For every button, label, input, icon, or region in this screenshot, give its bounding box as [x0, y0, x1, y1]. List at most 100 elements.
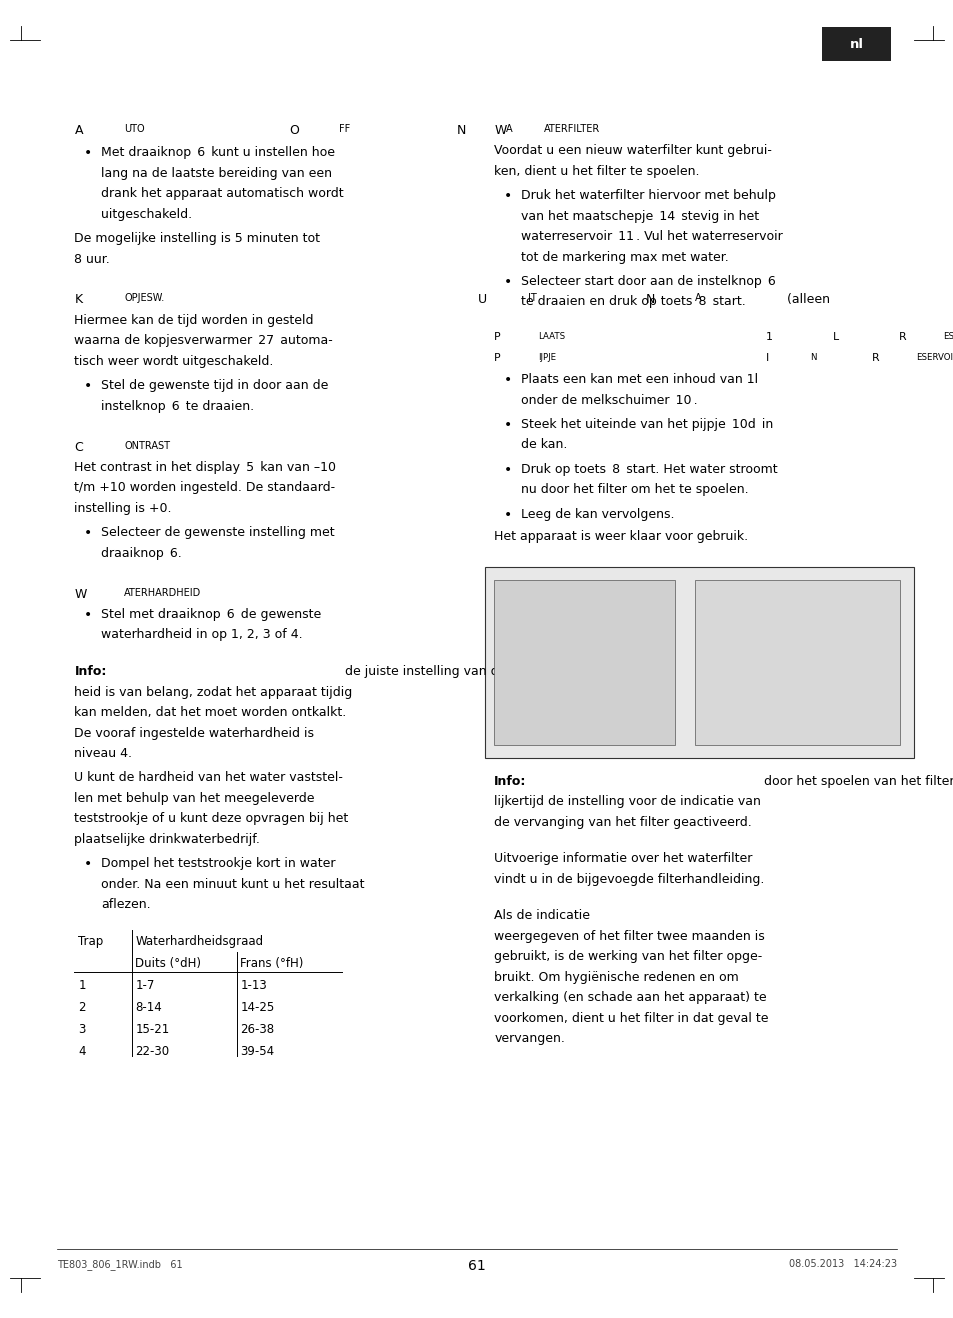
Text: ATERFILTER: ATERFILTER: [543, 124, 599, 134]
Text: onder de melkschuimer  10 .: onder de melkschuimer 10 .: [520, 394, 697, 406]
Text: vindt u in de bijgevoegde filterhandleiding.: vindt u in de bijgevoegde filterhandleid…: [494, 873, 763, 886]
Text: Steek het uiteinde van het pijpje  10d  in: Steek het uiteinde van het pijpje 10d in: [520, 418, 772, 431]
Text: A: A: [74, 124, 83, 137]
Text: len met behulp van het meegeleverde: len met behulp van het meegeleverde: [74, 792, 314, 805]
FancyBboxPatch shape: [494, 580, 675, 745]
Text: nl: nl: [849, 38, 862, 50]
FancyBboxPatch shape: [484, 567, 913, 758]
Text: U: U: [477, 294, 487, 307]
Text: plaatselijke drinkwaterbedrijf.: plaatselijke drinkwaterbedrijf.: [74, 833, 260, 846]
Text: te draaien en druk op toets  8  ​start​.: te draaien en druk op toets 8 ​start​.: [520, 295, 745, 308]
Text: niveau 4.: niveau 4.: [74, 747, 132, 760]
Text: aflezen.: aflezen.: [101, 898, 151, 911]
Text: vervangen.: vervangen.: [494, 1032, 564, 1045]
Text: 2: 2: [78, 1002, 86, 1014]
Text: de juiste instelling van de waterhard-: de juiste instelling van de waterhard-: [340, 666, 578, 679]
Text: I: I: [765, 353, 769, 362]
Text: 22-30: 22-30: [135, 1045, 170, 1058]
Text: draaiknop  6.: draaiknop 6.: [101, 547, 182, 560]
Text: P: P: [494, 332, 500, 343]
Text: 08.05.2013   14:24:23: 08.05.2013 14:24:23: [788, 1260, 896, 1269]
Text: (alleen: (alleen: [781, 294, 833, 307]
Text: de vervanging van het filter geactiveerd.: de vervanging van het filter geactiveerd…: [494, 816, 751, 829]
Text: A: A: [506, 124, 513, 134]
Text: •: •: [503, 507, 512, 522]
Text: onder. Na een minuut kunt u het resultaat: onder. Na een minuut kunt u het resultaa…: [101, 878, 364, 891]
Text: N: N: [644, 294, 654, 307]
Text: Selecteer de gewenste instelling met: Selecteer de gewenste instelling met: [101, 526, 335, 539]
Text: voorkomen, dient u het filter in dat geval te: voorkomen, dient u het filter in dat gev…: [494, 1012, 768, 1024]
Text: ESERVOIR: ESERVOIR: [915, 353, 953, 361]
Text: Selecteer start door aan de instelknop  6: Selecteer start door aan de instelknop 6: [520, 275, 777, 289]
Text: Voordat u een nieuw waterfilter kunt gebrui-: Voordat u een nieuw waterfilter kunt geb…: [494, 144, 771, 157]
Text: weergegeven of het filter twee maanden is: weergegeven of het filter twee maanden i…: [494, 931, 764, 942]
Text: Info:: Info:: [74, 666, 107, 679]
Text: 15-21: 15-21: [135, 1023, 170, 1036]
Text: K: K: [74, 294, 83, 307]
Text: OPJESW.: OPJESW.: [124, 294, 164, 303]
Text: •: •: [84, 857, 92, 871]
Text: waterreservoir  11 . Vul het waterreservoir: waterreservoir 11 . Vul het waterreservo…: [520, 231, 781, 243]
Text: •: •: [503, 463, 512, 477]
Text: door het spoelen van het filter is tege-: door het spoelen van het filter is tege-: [760, 775, 953, 788]
Text: lang na de laatste bereiding van een: lang na de laatste bereiding van een: [101, 167, 332, 179]
Text: teststrookje of u kunt deze opvragen bij het: teststrookje of u kunt deze opvragen bij…: [74, 812, 348, 825]
Text: P: P: [494, 353, 500, 362]
Text: 3: 3: [78, 1023, 86, 1036]
Text: Het contrast in het display  5  kan van –10: Het contrast in het display 5 kan van –1…: [74, 461, 336, 474]
Text: Met draaiknop  6  kunt u instellen hoe: Met draaiknop 6 kunt u instellen hoe: [101, 146, 335, 159]
Text: Druk op toets  8  ​start​. Het water stroomt: Druk op toets 8 ​start​. Het water stroo…: [520, 463, 777, 476]
Text: 39-54: 39-54: [240, 1045, 274, 1058]
Text: uitgeschakeld.: uitgeschakeld.: [101, 208, 193, 220]
Text: van het maatschepje  14  stevig in het: van het maatschepje 14 stevig in het: [520, 210, 759, 223]
Text: heid is van belang, zodat het apparaat tijdig: heid is van belang, zodat het apparaat t…: [74, 685, 353, 699]
Text: t/m +10 worden ingesteld. De standaard-: t/m +10 worden ingesteld. De standaard-: [74, 481, 335, 494]
Text: Dompel het teststrookje kort in water: Dompel het teststrookje kort in water: [101, 857, 335, 870]
Text: waarna de kopjesverwarmer  27  automa-: waarna de kopjesverwarmer 27 automa-: [74, 335, 333, 348]
Text: 1: 1: [78, 979, 86, 992]
Text: U kunt de hardheid van het water vaststel-: U kunt de hardheid van het water vastste…: [74, 771, 343, 784]
FancyBboxPatch shape: [821, 26, 890, 61]
Text: Info:: Info:: [494, 775, 526, 788]
Text: gebruikt, is de werking van het filter opge-: gebruikt, is de werking van het filter o…: [494, 950, 761, 963]
Text: 61: 61: [468, 1260, 485, 1273]
Text: •: •: [503, 418, 512, 432]
Text: instelling is +0.: instelling is +0.: [74, 502, 172, 515]
Text: 26-38: 26-38: [240, 1023, 274, 1036]
Text: N: N: [456, 124, 465, 137]
Text: Stel de gewenste tijd in door aan de: Stel de gewenste tijd in door aan de: [101, 380, 328, 393]
Text: •: •: [84, 146, 92, 161]
Text: UTO: UTO: [124, 124, 145, 134]
Text: IT: IT: [527, 294, 536, 303]
Text: Frans (°fH): Frans (°fH): [240, 957, 303, 970]
Text: •: •: [503, 373, 512, 387]
Text: ATERHARDHEID: ATERHARDHEID: [124, 588, 201, 597]
Text: kan melden, dat het moet worden ontkalkt.: kan melden, dat het moet worden ontkalkt…: [74, 706, 346, 720]
Text: L: L: [832, 332, 838, 343]
Text: TE803_806_1RW.indb   61: TE803_806_1RW.indb 61: [57, 1260, 183, 1271]
Text: Hiermee kan de tijd worden in gesteld: Hiermee kan de tijd worden in gesteld: [74, 314, 314, 327]
Text: 14-25: 14-25: [240, 1002, 274, 1014]
Text: •: •: [84, 526, 92, 540]
Text: De mogelijke instelling is 5 minuten tot: De mogelijke instelling is 5 minuten tot: [74, 232, 320, 245]
Text: drank het apparaat automatisch wordt: drank het apparaat automatisch wordt: [101, 187, 343, 200]
Text: 1-13: 1-13: [240, 979, 267, 992]
Text: 1: 1: [765, 332, 772, 343]
Text: Trap: Trap: [78, 934, 103, 948]
Text: A: A: [695, 294, 701, 303]
Text: Het apparaat is weer klaar voor gebruik.: Het apparaat is weer klaar voor gebruik.: [494, 530, 747, 543]
Text: nu door het filter om het te spoelen.: nu door het filter om het te spoelen.: [520, 484, 748, 497]
Text: De vooraf ingestelde waterhardheid is: De vooraf ingestelde waterhardheid is: [74, 726, 314, 739]
Text: bruikt. Om hygiënische redenen en om: bruikt. Om hygiënische redenen en om: [494, 971, 739, 983]
Text: IJPJE: IJPJE: [537, 353, 556, 361]
Text: N: N: [809, 353, 816, 361]
Text: 1-7: 1-7: [135, 979, 154, 992]
Text: Leeg de kan vervolgens.: Leeg de kan vervolgens.: [520, 507, 674, 521]
Text: Als de indicatie: Als de indicatie: [494, 909, 594, 923]
Text: lijkertijd de instelling voor de indicatie van: lijkertijd de instelling voor de indicat…: [494, 795, 760, 808]
Text: ESERVOIR: ESERVOIR: [942, 332, 953, 341]
Text: de kan.: de kan.: [520, 439, 567, 452]
Text: LAATS: LAATS: [537, 332, 564, 341]
Text: instelknop  6  te draaien.: instelknop 6 te draaien.: [101, 399, 254, 413]
Text: 4: 4: [78, 1045, 86, 1058]
